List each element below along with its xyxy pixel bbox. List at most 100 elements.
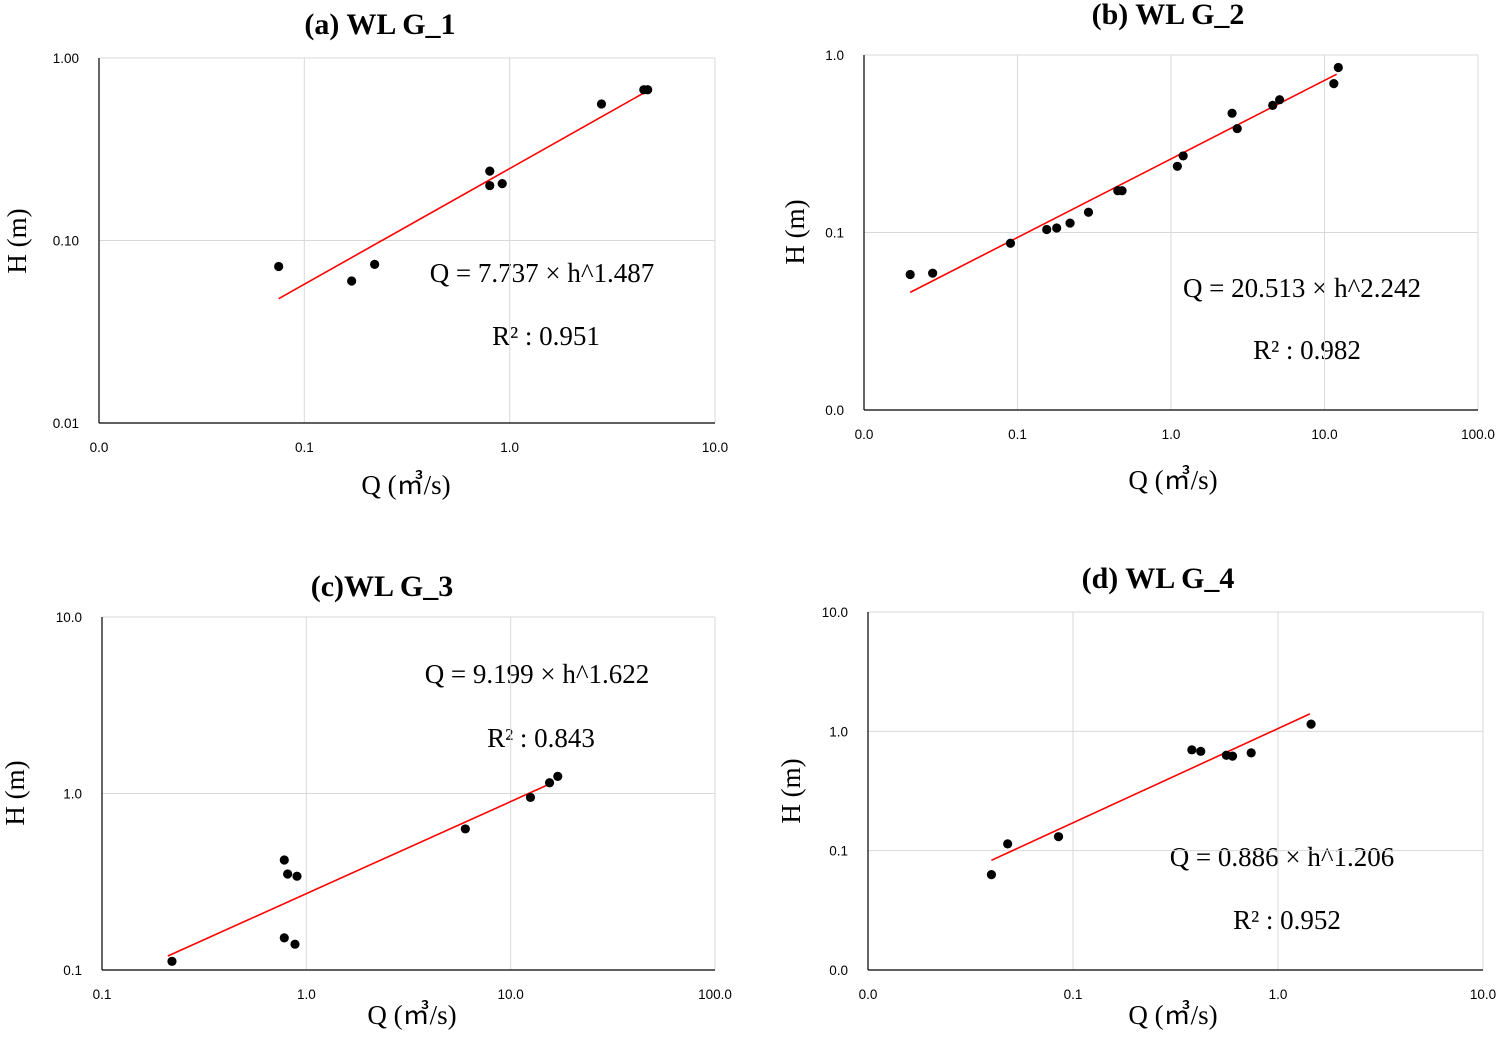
panel-a-title: (a) WL G_1 — [304, 8, 455, 41]
panel-c: (c)WL G_3 Q (㎥/s) H (m) Q = 9.199 × h^1.… — [0, 570, 732, 1030]
panel-b: (b) WL G_2 Q (㎥/s) H (m) Q = 20.513 × h^… — [780, 0, 1495, 495]
panel-d-point-0 — [986, 870, 997, 880]
panel-d-xtick-3: 10.0 — [1470, 987, 1496, 1002]
panel-b-point-13 — [1268, 100, 1278, 111]
panel-a-points — [274, 85, 653, 286]
panel-d-point-3 — [1187, 745, 1197, 755]
panel-d-equation: Q = 0.886 × h^1.206 — [1170, 842, 1395, 872]
panel-a-grid — [99, 57, 716, 423]
panel-c-xtick-3: 100.0 — [698, 987, 732, 1002]
panel-a-point-4 — [485, 180, 495, 191]
panel-b-point-11 — [1227, 108, 1237, 118]
panel-b-point-1 — [928, 268, 938, 278]
panel-a-point-0 — [274, 261, 284, 272]
panel-b-ytick-2: 1.0 — [825, 48, 844, 63]
panel-c-point-9 — [553, 771, 563, 781]
panel-a-point-5 — [497, 179, 507, 189]
panel-d-point-6 — [1227, 751, 1238, 761]
panel-d-title: (d) WL G_4 — [1082, 562, 1235, 595]
panel-a-point-3 — [485, 166, 495, 176]
panel-c-axes — [101, 617, 715, 971]
panel-c-point-0 — [167, 956, 177, 966]
panel-a-equation: Q = 7.737 × h^1.487 — [430, 258, 655, 288]
panel-d-xtick-2: 1.0 — [1269, 987, 1288, 1002]
panel-c-point-4 — [279, 933, 289, 943]
panel-b-fit-line — [909, 73, 1338, 294]
panel-b-ytick-0: 0.0 — [825, 403, 844, 418]
panel-b-point-0 — [905, 269, 915, 280]
panel-a-fit-line — [278, 89, 650, 300]
panel-a-xtick-3: 10.0 — [702, 440, 728, 455]
panel-a-xlabel: Q (㎥/s) — [361, 470, 450, 500]
panel-c-fit — [167, 782, 553, 957]
panel-b-point-12 — [1232, 123, 1242, 134]
panel-b-xtick-4: 100.0 — [1461, 427, 1495, 442]
panel-b-ylabel: H (m) — [780, 199, 810, 264]
panel-b-xlabel: Q (㎥/s) — [1128, 465, 1217, 495]
panel-b-title: (b) WL G_2 — [1092, 0, 1245, 31]
panel-b-point-15 — [1329, 79, 1339, 89]
panel-c-point-7 — [525, 792, 536, 803]
panel-a-xtick-2: 1.0 — [500, 440, 519, 455]
panel-c-xtick-0: 0.1 — [93, 987, 112, 1002]
panel-d-xlabel: Q (㎥/s) — [1128, 1000, 1217, 1030]
panel-c-r2: R² : 0.843 — [487, 723, 595, 753]
panel-d-point-7 — [1246, 748, 1256, 758]
panel-d-point-1 — [1003, 839, 1013, 849]
panel-b-fit — [909, 73, 1338, 294]
panel-d-point-8 — [1306, 719, 1316, 729]
panel-d-points — [986, 719, 1316, 880]
panel-a-axes — [98, 58, 715, 424]
panel-d-point-4 — [1196, 746, 1206, 756]
panel-c-title: (c)WL G_3 — [311, 570, 454, 603]
panel-d-point-2 — [1053, 832, 1064, 842]
panel-d-r2: R² : 0.952 — [1233, 905, 1341, 935]
panel-c-point-2 — [283, 869, 293, 879]
panel-c-ylabel: H (m) — [0, 760, 30, 825]
panel-d-axes — [867, 612, 1483, 971]
panel-a-point-2 — [370, 259, 380, 269]
panel-a-ticks: 0.0 0.1 1.0 10.0 0.01 0.10 1.00 — [53, 51, 728, 455]
panel-b-point-14 — [1275, 95, 1285, 105]
panel-a-ytick-2: 1.00 — [53, 51, 79, 66]
panel-a-xtick-1: 0.1 — [295, 440, 314, 455]
panel-b-xtick-0: 0.0 — [855, 427, 874, 442]
panel-b-point-3 — [1042, 224, 1052, 235]
panel-b-equation: Q = 20.513 × h^2.242 — [1183, 273, 1421, 303]
panel-a-point-8 — [643, 85, 653, 95]
panel-d-fit-line — [991, 713, 1311, 862]
panel-c-ytick-2: 10.0 — [56, 610, 82, 625]
panel-a-point-1 — [347, 276, 357, 286]
panel-d: (d) WL G_4 Q (㎥/s) H (m) Q = 0.886 × h^1… — [776, 562, 1496, 1030]
panel-c-fit-line — [167, 782, 553, 957]
panel-b-point-2 — [1005, 238, 1016, 248]
panel-c-points — [167, 771, 563, 966]
panel-a-fit — [278, 89, 650, 300]
panel-b-xtick-2: 1.0 — [1162, 427, 1181, 442]
panel-b-point-5 — [1065, 218, 1075, 228]
panel-b-point-4 — [1052, 223, 1062, 233]
panel-b-grid — [864, 54, 1479, 410]
panel-c-point-3 — [292, 871, 302, 881]
panel-c-point-5 — [290, 939, 300, 949]
panel-b-ticks: 0.0 0.1 1.0 10.0 100.0 0.0 0.1 1.0 — [825, 48, 1495, 442]
panel-c-equation: Q = 9.199 × h^1.622 — [425, 659, 650, 689]
panel-a-ylabel: H (m) — [2, 208, 32, 273]
panel-d-xtick-0: 0.0 — [859, 987, 878, 1002]
panel-c-point-8 — [544, 778, 555, 788]
panel-b-xtick-1: 0.1 — [1008, 427, 1027, 442]
panel-c-ytick-0: 0.1 — [63, 963, 82, 978]
panel-c-xtick-2: 10.0 — [498, 987, 524, 1002]
panel-d-grid — [868, 611, 1484, 970]
panel-a-r2: R² : 0.951 — [492, 321, 600, 351]
panel-a-xtick-0: 0.0 — [90, 440, 109, 455]
panel-c-ytick-1: 1.0 — [63, 787, 82, 802]
panel-a-point-6 — [596, 99, 607, 109]
panel-a-ytick-0: 0.01 — [53, 416, 79, 431]
panel-b-point-6 — [1083, 207, 1094, 217]
panel-b-point-9 — [1172, 161, 1182, 171]
panel-c-xtick-1: 1.0 — [297, 987, 316, 1002]
panel-d-ytick-3: 10.0 — [822, 605, 848, 620]
panel-a-ytick-1: 0.10 — [53, 234, 79, 249]
